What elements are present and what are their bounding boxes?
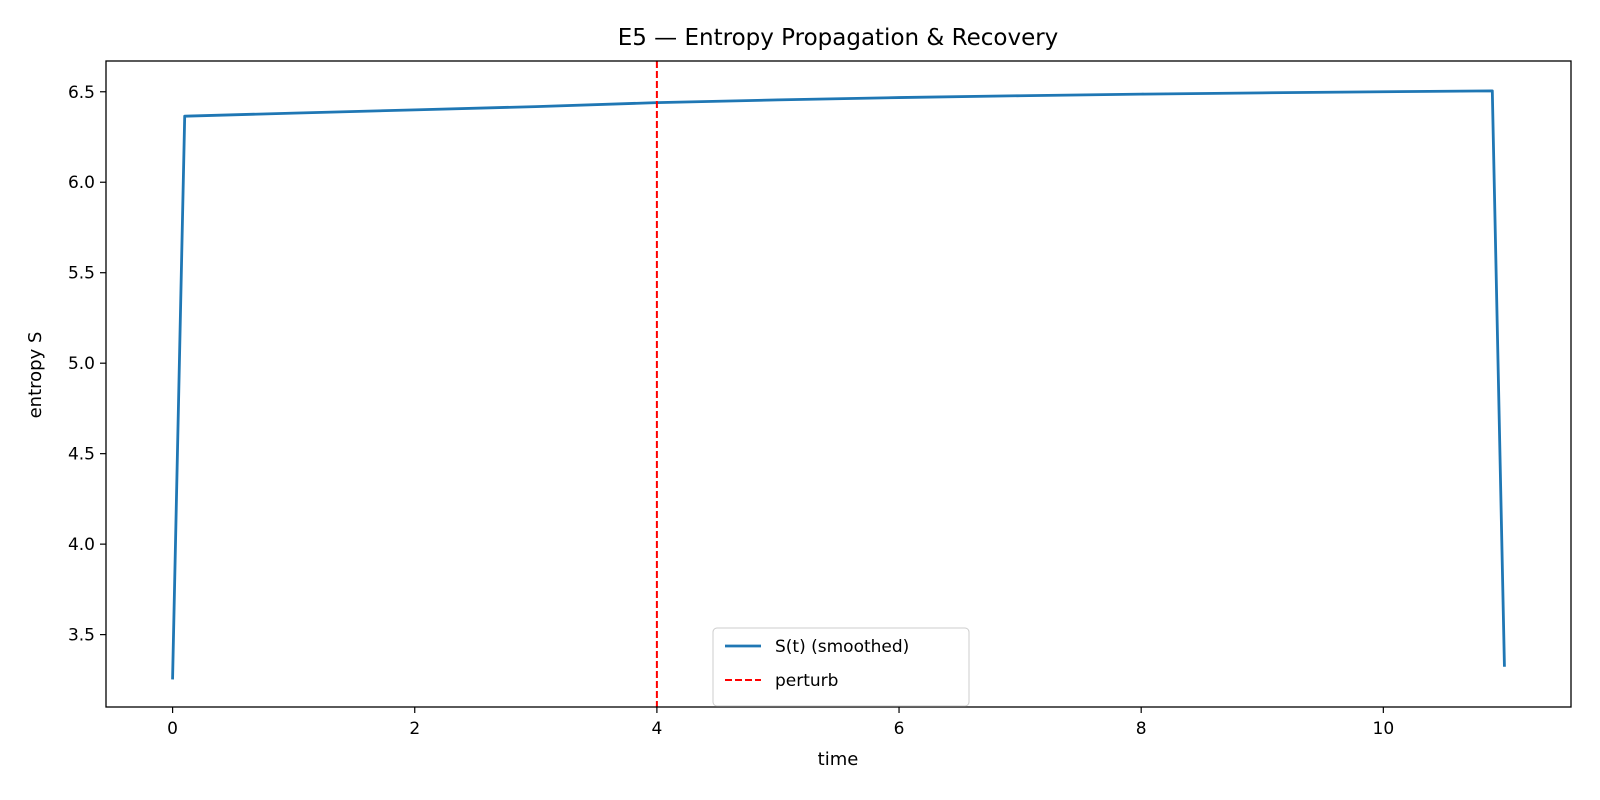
plot-background: [106, 61, 1571, 707]
series-line-0: [171, 89, 1506, 680]
y-axis: 3.5 4.0 4.5 5.0 5.5 6.0 6.5: [68, 83, 106, 646]
x-axis-label: time: [818, 749, 859, 770]
x-tick-label: 2: [409, 719, 420, 739]
y-tick-label: 6.0: [68, 173, 95, 193]
legend-label: S(t) (smoothed): [775, 637, 909, 657]
plot-area: [105, 60, 1572, 708]
x-tick-label: 0: [167, 719, 178, 739]
x-tick-label: 6: [894, 719, 905, 739]
legend-label: perturb: [775, 671, 838, 691]
x-tick-label: 10: [1373, 719, 1395, 739]
y-tick-label: 6.5: [68, 83, 95, 103]
y-tick-label: 4.5: [68, 445, 95, 465]
y-tick-label: 5.5: [68, 264, 95, 284]
x-tick-label: 4: [651, 719, 662, 739]
y-tick-label: 4.0: [68, 535, 95, 555]
legend: S(t) (smoothed) perturb: [712, 627, 970, 707]
axes-frame: [105, 60, 1572, 708]
x-tick-label: 8: [1136, 719, 1147, 739]
x-axis: 0 2 4 6 8 10: [167, 707, 1394, 739]
legend-box: [712, 627, 970, 707]
y-tick-label: 3.5: [68, 626, 95, 646]
y-axis-label: entropy S: [25, 332, 46, 419]
y-tick-label: 5.0: [68, 354, 95, 374]
chart-title: E5 — Entropy Propagation & Recovery: [618, 25, 1059, 51]
